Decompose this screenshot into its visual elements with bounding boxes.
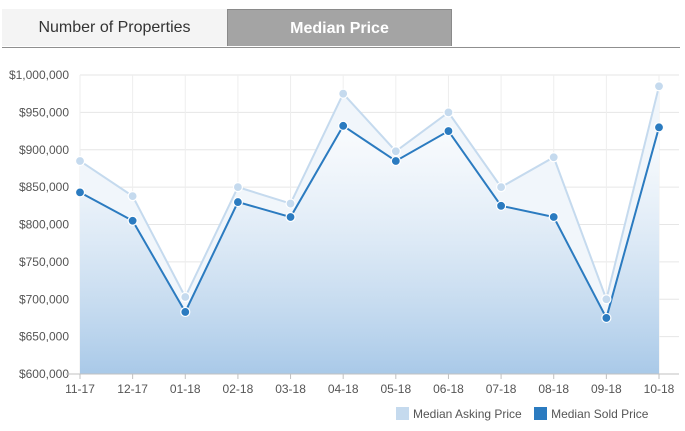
x-tick-label: 10-18 bbox=[644, 382, 675, 396]
y-tick-label: $600,000 bbox=[19, 367, 69, 381]
asking-price-point bbox=[232, 182, 244, 193]
y-tick-label: $1,000,000 bbox=[9, 68, 69, 82]
y-tick-label: $950,000 bbox=[19, 105, 69, 119]
legend-label-sold: Median Sold Price bbox=[551, 407, 649, 421]
asking-price-point bbox=[338, 88, 349, 99]
chart-legend: Median Asking Price Median Sold Price bbox=[396, 407, 657, 421]
sold-price-point bbox=[390, 155, 401, 167]
sold-price-point bbox=[180, 306, 191, 318]
legend-item-sold[interactable]: Median Sold Price bbox=[534, 407, 648, 421]
y-tick-label: $700,000 bbox=[19, 292, 69, 306]
y-tick-label: $850,000 bbox=[19, 180, 69, 194]
chart-tabs: Number of Properties Median Price bbox=[2, 9, 680, 48]
asking-price-point bbox=[653, 81, 665, 92]
x-tick-label: 04-18 bbox=[328, 382, 359, 396]
asking-price-point bbox=[601, 294, 612, 305]
y-tick-label: $750,000 bbox=[19, 255, 69, 269]
legend-label-asking: Median Asking Price bbox=[413, 407, 522, 421]
asking-price-point bbox=[74, 155, 86, 167]
legend-swatch-asking bbox=[396, 407, 409, 420]
asking-price-point bbox=[180, 291, 191, 303]
sold-price-point bbox=[232, 196, 244, 208]
x-tick-label: 06-18 bbox=[433, 382, 464, 396]
x-tick-label: 08-18 bbox=[538, 382, 569, 396]
tab-number-of-properties[interactable]: Number of Properties bbox=[2, 9, 227, 46]
x-tick-label: 11-17 bbox=[65, 382, 95, 396]
legend-item-asking[interactable]: Median Asking Price bbox=[396, 407, 522, 421]
x-tick-label: 12-17 bbox=[117, 382, 148, 396]
sold-price-point bbox=[127, 215, 138, 226]
sold-price-point bbox=[495, 200, 507, 211]
y-tick-label: $900,000 bbox=[19, 143, 69, 157]
sold-area bbox=[80, 125, 659, 374]
sold-price-line bbox=[79, 124, 660, 321]
asking-price-point bbox=[495, 182, 507, 193]
sold-price-point bbox=[653, 122, 665, 133]
x-tick-label: 02-18 bbox=[223, 382, 254, 396]
x-tick-label: 09-18 bbox=[591, 382, 622, 396]
asking-price-point bbox=[548, 152, 559, 163]
x-tick-label: 03-18 bbox=[275, 382, 306, 396]
sold-price-point bbox=[338, 120, 349, 131]
legend-swatch-sold bbox=[534, 407, 548, 420]
x-tick-label: 05-18 bbox=[380, 382, 411, 396]
asking-price-line bbox=[79, 85, 660, 303]
asking-price-point bbox=[390, 146, 401, 157]
sold-price-point bbox=[285, 211, 296, 223]
sold-price-point bbox=[601, 312, 612, 324]
y-tick-label: $650,000 bbox=[19, 330, 69, 344]
sold-price-point bbox=[74, 187, 86, 198]
sold-price-point bbox=[443, 125, 454, 137]
asking-price-point bbox=[285, 198, 296, 209]
y-tick-label: $800,000 bbox=[19, 218, 69, 232]
tab-median-price[interactable]: Median Price bbox=[227, 9, 452, 46]
asking-price-point bbox=[443, 107, 454, 118]
x-tick-label: 07-18 bbox=[486, 382, 517, 396]
x-tick-label: 01-18 bbox=[170, 382, 201, 396]
asking-price-point bbox=[127, 190, 138, 202]
sold-price-point bbox=[548, 211, 559, 223]
